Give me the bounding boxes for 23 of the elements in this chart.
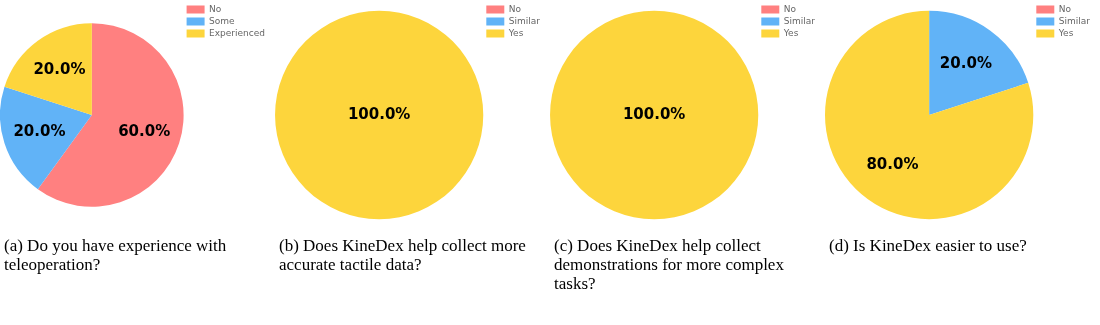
data-label: 20.0% xyxy=(939,54,992,73)
legend-label: Some xyxy=(209,15,236,26)
text: (a) Do you have experience with teleoperation? xyxy=(3,235,228,274)
legend-label: Yes xyxy=(1057,27,1074,38)
text: (b) Does KineDex help collect more accurate tactile data? xyxy=(278,235,527,274)
data-label: 20.0% xyxy=(33,60,86,79)
data-label: 60.0% xyxy=(118,121,171,140)
text: (d) Is KineDex easier to use? xyxy=(828,235,1028,255)
legend-label: No xyxy=(209,3,222,14)
legend-label: No xyxy=(508,3,522,14)
data-label: 20.0% xyxy=(13,121,66,140)
legend-label: Similar xyxy=(783,15,816,26)
text: (c) Does KineDex help collect demonstrations for more complex tasks? xyxy=(553,235,785,293)
legend-label: Yes xyxy=(507,27,524,38)
legend-label: No xyxy=(783,3,797,14)
legend-label: Similar xyxy=(508,15,541,26)
data-label: 80.0% xyxy=(866,155,919,174)
data-label: 100.0% xyxy=(347,104,411,123)
legend-label: Similar xyxy=(1058,15,1091,26)
legend-label: Experienced xyxy=(209,27,265,38)
data-label: 100.0% xyxy=(622,104,686,123)
legend-label: No xyxy=(1058,3,1072,14)
legend-label: Yes xyxy=(782,27,799,38)
